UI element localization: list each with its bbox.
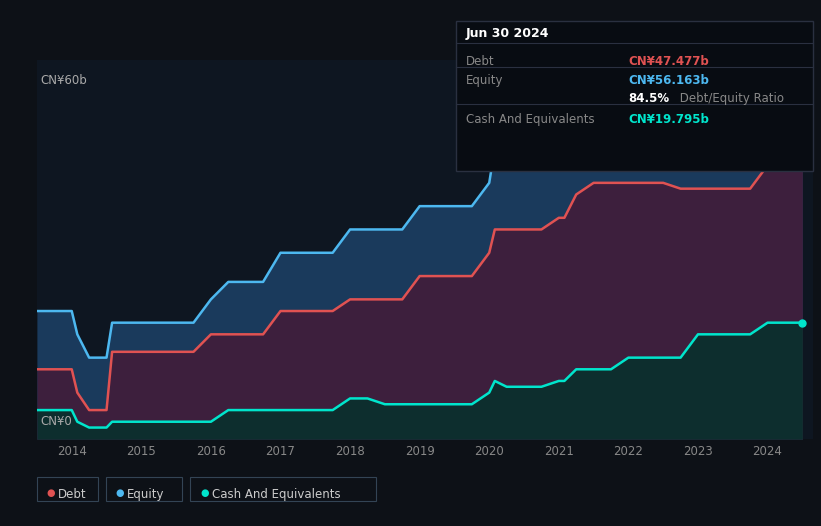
Text: ●: ● [47, 488, 55, 498]
Text: Cash And Equivalents: Cash And Equivalents [212, 488, 341, 501]
Text: ●: ● [200, 488, 209, 498]
Text: Cash And Equivalents: Cash And Equivalents [466, 113, 594, 126]
Text: Debt/Equity Ratio: Debt/Equity Ratio [676, 92, 784, 105]
Text: CN¥60b: CN¥60b [41, 74, 88, 87]
Text: ●: ● [116, 488, 124, 498]
Text: CN¥47.477b: CN¥47.477b [628, 55, 709, 68]
Text: Debt: Debt [466, 55, 494, 68]
Text: Equity: Equity [127, 488, 165, 501]
Text: CN¥56.163b: CN¥56.163b [628, 74, 709, 87]
Text: Equity: Equity [466, 74, 503, 87]
Text: CN¥19.795b: CN¥19.795b [628, 113, 709, 126]
Text: Debt: Debt [58, 488, 87, 501]
Text: CN¥0: CN¥0 [41, 415, 72, 428]
Text: 84.5%: 84.5% [628, 92, 669, 105]
Text: Jun 30 2024: Jun 30 2024 [466, 27, 549, 41]
